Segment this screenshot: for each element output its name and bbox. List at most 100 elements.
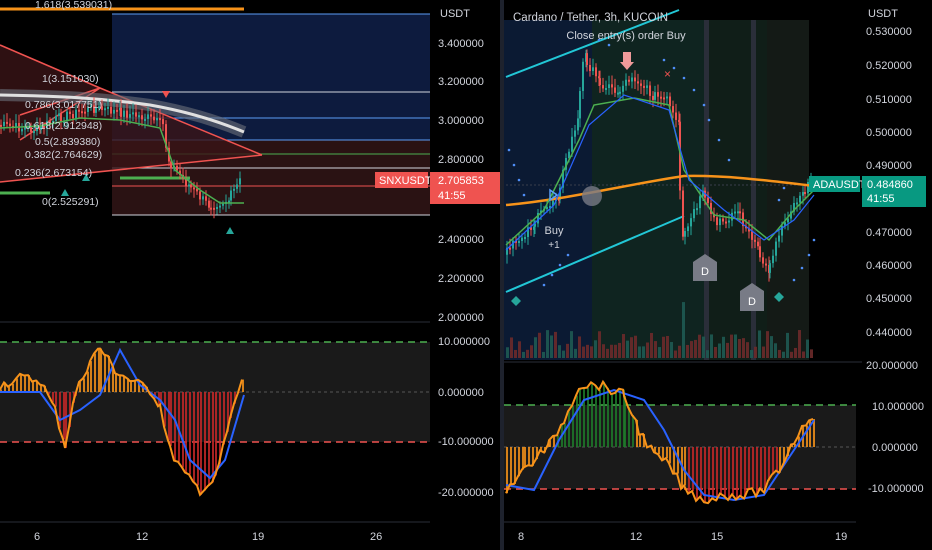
osc-tick: -20.000000 [438, 487, 494, 499]
ada-candle [778, 235, 780, 242]
last-price: 0.484860 [867, 179, 913, 191]
sar-dot [558, 263, 562, 267]
osc-hist-bar [528, 447, 530, 466]
osc-hist-bar [568, 411, 570, 447]
osc-hist-bar [223, 392, 225, 445]
volume-bar [698, 334, 701, 358]
osc-hist-bar [744, 447, 746, 499]
ma-green [0, 117, 244, 204]
osc-hist-bar [200, 392, 202, 495]
volume-bars [506, 302, 813, 358]
osc-main-line [505, 379, 814, 505]
osc-hist-bar [632, 415, 634, 447]
right-chart-pane[interactable]: Buy +1 Close entry(s) order Buy × D D Ca… [504, 0, 932, 550]
osc-hist-bar [587, 387, 589, 447]
ada-candle [682, 190, 684, 237]
volume-bar [714, 346, 717, 358]
volume-bar [526, 349, 529, 358]
ada-candle [796, 202, 798, 205]
ada-candle [540, 210, 542, 213]
snx-candle [141, 115, 143, 120]
osc-hist-bar [506, 447, 508, 494]
ada-candle [669, 96, 671, 107]
exit-arrow-icon [623, 52, 631, 64]
osc-hist-bar [134, 380, 136, 392]
osc-histogram [0, 348, 244, 495]
position-marker[interactable] [582, 186, 602, 206]
volume-bar [642, 346, 645, 358]
volume-bar [694, 339, 697, 358]
ada-candle [617, 92, 619, 95]
ada-chart-canvas[interactable]: Buy +1 Close entry(s) order Buy × D D Ca… [504, 0, 932, 550]
snx-candle [188, 184, 190, 187]
volume-bar [598, 331, 601, 358]
last-price-tag: SNXUSDT 2.705853 41:55 [375, 172, 500, 204]
snx-candle [236, 184, 238, 189]
time-axis[interactable]: 8 12 15 19 [518, 531, 847, 543]
channel-lower-line [505, 215, 685, 293]
snx-candle [162, 119, 164, 125]
osc-histogram [506, 381, 815, 504]
pane-divider[interactable] [500, 0, 504, 550]
ada-candle [558, 198, 560, 201]
ada-candle [799, 195, 801, 203]
osc-hist-bar [208, 392, 210, 486]
volume-bar [746, 342, 749, 358]
volume-bar [522, 351, 525, 358]
snx-candle [9, 123, 11, 126]
ada-candle [530, 227, 532, 230]
ada-candle [751, 231, 753, 240]
dividend-marker[interactable]: D [693, 254, 717, 281]
price-tick: 3.400000 [438, 38, 484, 50]
osc-hist-bar [720, 447, 722, 494]
ada-candle [605, 88, 607, 91]
price-tick: 0.520000 [866, 60, 912, 72]
osc-hist-bar [55, 392, 57, 407]
snx-candle [199, 191, 201, 200]
osc-axis[interactable]: 20.000000 10.000000 0.000000 -10.000000 [866, 360, 924, 495]
snx-candle [165, 124, 167, 148]
ada-candle [509, 247, 511, 250]
snx-candle [72, 114, 74, 119]
volume-bar [758, 330, 761, 358]
price-tick: 0.510000 [866, 94, 912, 106]
sell-arrow-marker [162, 91, 170, 98]
time-tick: 8 [518, 531, 524, 543]
ada-candle [804, 192, 806, 195]
snx-candle [107, 106, 109, 109]
volume-bar [602, 344, 605, 358]
fib-label: 0.5(2.839380) [35, 136, 100, 148]
ada-candle [549, 205, 551, 208]
ada-candle [592, 67, 594, 72]
osc-hist-bar [230, 392, 232, 419]
price-axis[interactable]: 0.530000 0.520000 0.510000 0.500000 0.49… [866, 26, 912, 339]
osc-hist-bar [712, 447, 714, 499]
time-axis[interactable]: 6 12 19 26 [34, 531, 382, 543]
ma-blue [505, 94, 815, 251]
volume-bar [574, 348, 577, 358]
sar-dot [507, 148, 511, 152]
osc-hist-bar [740, 447, 742, 496]
ada-candle [672, 106, 674, 113]
snx-chart-canvas[interactable]: 1.618(3.539031) 1(3.151030) 0.786(3.0177… [0, 0, 500, 550]
ada-candle [759, 246, 761, 258]
volume-bar [638, 346, 641, 358]
ada-candle [675, 112, 677, 120]
ada-candle [518, 240, 520, 243]
ada-candle [527, 227, 529, 237]
osc-hist-bar [572, 405, 574, 447]
osc-hist-bar [32, 381, 34, 392]
ada-candle [640, 83, 642, 86]
volume-bar [702, 336, 705, 358]
volume-bar [594, 340, 597, 358]
osc-hist-bar [79, 381, 81, 392]
volume-bar [706, 350, 709, 358]
ada-candle [807, 182, 809, 194]
diamond-marker [774, 292, 784, 302]
osc-hist-bar [83, 378, 85, 392]
left-chart-pane[interactable]: 1.618(3.539031) 1(3.151030) 0.786(3.0177… [0, 0, 500, 550]
volume-bar [750, 350, 753, 358]
dividend-marker[interactable]: D [740, 283, 764, 311]
ada-candle [577, 118, 579, 131]
osc-axis[interactable]: 10.000000 0.000000 -10.000000 -20.000000 [438, 336, 494, 499]
